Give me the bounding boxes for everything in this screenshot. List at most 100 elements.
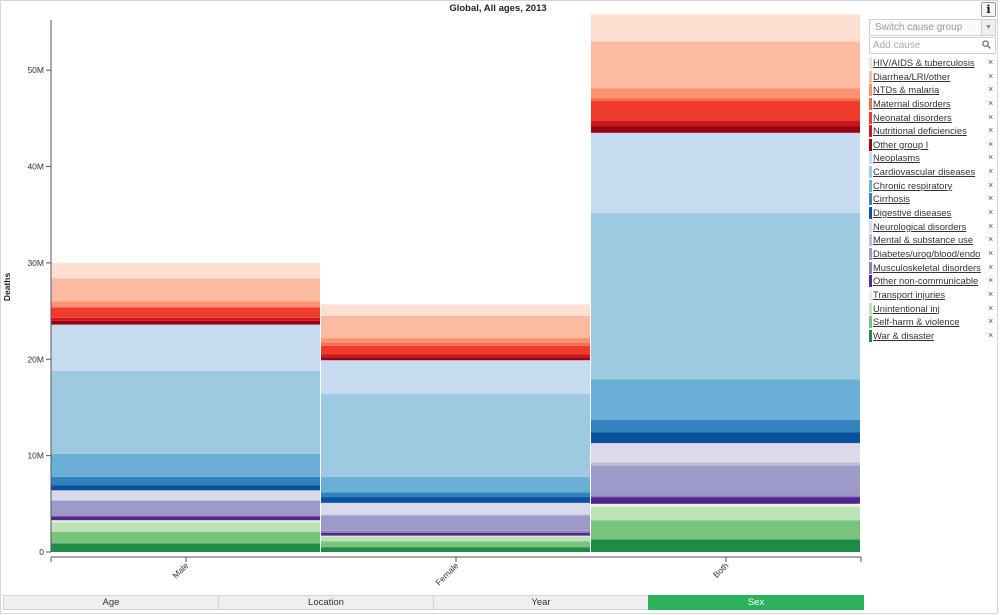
- bar-segment[interactable]: [321, 497, 590, 503]
- bar-segment[interactable]: [591, 88, 860, 99]
- bar-segment[interactable]: [321, 515, 590, 531]
- legend-label[interactable]: Musculoskeletal disorders: [873, 261, 981, 273]
- remove-cause-icon[interactable]: ×: [988, 57, 994, 67]
- bar-segment[interactable]: [321, 342, 590, 346]
- remove-cause-icon[interactable]: ×: [988, 97, 994, 108]
- bar-segment[interactable]: [51, 320, 320, 325]
- remove-cause-icon[interactable]: ×: [988, 84, 994, 95]
- remove-cause-icon[interactable]: ×: [988, 138, 994, 149]
- remove-cause-icon[interactable]: ×: [988, 302, 994, 313]
- bar-segment[interactable]: [321, 514, 590, 516]
- bar-segment[interactable]: [321, 502, 590, 515]
- bar-segment[interactable]: [591, 132, 860, 213]
- legend-item[interactable]: Neonatal disorders ×: [869, 111, 999, 125]
- chevron-down-icon[interactable]: ▼: [981, 20, 995, 35]
- bar-segment[interactable]: [591, 506, 860, 521]
- bar-segment[interactable]: [591, 462, 860, 466]
- bar-segment[interactable]: [591, 126, 860, 133]
- legend-item[interactable]: Nutritional deficiencies ×: [869, 124, 999, 138]
- legend-item[interactable]: Neoplasms ×: [869, 151, 999, 165]
- bar-segment[interactable]: [321, 541, 590, 548]
- legend-label[interactable]: Diabetes/urog/blood/endo: [873, 247, 981, 259]
- bar-segment[interactable]: [51, 262, 320, 279]
- legend-item[interactable]: Other non-communicable ×: [869, 274, 999, 288]
- bar-segment[interactable]: [321, 345, 590, 355]
- remove-cause-icon[interactable]: ×: [988, 152, 994, 163]
- bar-segment[interactable]: [321, 535, 590, 537]
- bar-segment[interactable]: [591, 497, 860, 504]
- remove-cause-icon[interactable]: ×: [988, 288, 994, 299]
- bar-segment[interactable]: [51, 543, 320, 552]
- bar-segment[interactable]: [591, 419, 860, 433]
- legend-item[interactable]: Diarrhea/LRI/other ×: [869, 70, 999, 84]
- legend-label[interactable]: Cirrhosis: [873, 193, 910, 205]
- bar-segment[interactable]: [51, 499, 320, 501]
- bar-segment[interactable]: [591, 120, 860, 127]
- bar-segment[interactable]: [321, 492, 590, 498]
- tab-sex[interactable]: Sex: [648, 595, 864, 610]
- legend-item[interactable]: Diabetes/urog/blood/endo ×: [869, 247, 999, 261]
- legend-label[interactable]: Unintentional inj: [873, 302, 940, 314]
- legend-item[interactable]: Maternal disorders ×: [869, 97, 999, 111]
- search-icon[interactable]: [982, 40, 991, 49]
- remove-cause-icon[interactable]: ×: [988, 179, 994, 190]
- remove-cause-icon[interactable]: ×: [988, 166, 994, 177]
- legend-item[interactable]: Self-harm & violence ×: [869, 315, 999, 329]
- bar-segment[interactable]: [591, 41, 860, 89]
- bar-segment[interactable]: [51, 515, 320, 517]
- legend-label[interactable]: HIV/AIDS & tuberculosis: [873, 57, 975, 68]
- bar-segment[interactable]: [321, 393, 590, 477]
- bar-segment[interactable]: [321, 338, 590, 343]
- bar-segment[interactable]: [591, 443, 860, 463]
- bar-segment[interactable]: [321, 354, 590, 358]
- legend-label[interactable]: Maternal disorders: [873, 97, 951, 109]
- bar-segment[interactable]: [51, 500, 320, 516]
- legend-item[interactable]: HIV/AIDS & tuberculosis ×: [869, 56, 999, 70]
- bar-segment[interactable]: [51, 476, 320, 486]
- tab-year[interactable]: Year: [433, 595, 648, 610]
- bar-segment[interactable]: [591, 101, 860, 121]
- bar-segment[interactable]: [51, 522, 320, 532]
- remove-cause-icon[interactable]: ×: [988, 316, 994, 327]
- bar-segment[interactable]: [51, 520, 320, 523]
- bar-segment[interactable]: [591, 14, 860, 42]
- remove-cause-icon[interactable]: ×: [988, 70, 994, 81]
- remove-cause-icon[interactable]: ×: [988, 247, 994, 258]
- bar-segment[interactable]: [51, 490, 320, 500]
- legend-label[interactable]: Neurological disorders: [873, 220, 967, 232]
- remove-cause-icon[interactable]: ×: [988, 234, 994, 245]
- bar-segment[interactable]: [591, 503, 860, 507]
- bar-segment[interactable]: [51, 531, 320, 544]
- bar-segment[interactable]: [591, 495, 860, 498]
- bar-segment[interactable]: [591, 98, 860, 102]
- legend-label[interactable]: NTDs & malaria: [873, 84, 940, 96]
- bar-segment[interactable]: [51, 278, 320, 302]
- bar-segment[interactable]: [321, 547, 590, 552]
- legend-item[interactable]: Musculoskeletal disorders ×: [869, 261, 999, 275]
- bar-segment[interactable]: [321, 536, 590, 542]
- legend-label[interactable]: Neoplasms: [873, 152, 920, 164]
- bar-segment[interactable]: [51, 370, 320, 454]
- legend-item[interactable]: Transport injuries ×: [869, 288, 999, 302]
- bar-segment[interactable]: [51, 301, 320, 308]
- bar-segment[interactable]: [51, 516, 320, 521]
- tab-location[interactable]: Location: [218, 595, 433, 610]
- bar-segment[interactable]: [51, 317, 320, 321]
- legend-item[interactable]: Unintentional inj ×: [869, 302, 999, 316]
- remove-cause-icon[interactable]: ×: [988, 261, 994, 272]
- bar-segment[interactable]: [321, 360, 590, 394]
- legend-label[interactable]: Neonatal disorders: [873, 111, 952, 123]
- bar-segment[interactable]: [51, 453, 320, 477]
- remove-cause-icon[interactable]: ×: [988, 125, 994, 136]
- bar-segment[interactable]: [51, 307, 320, 318]
- legend-item[interactable]: Cirrhosis ×: [869, 192, 999, 206]
- add-cause-input[interactable]: Add cause: [869, 37, 996, 54]
- bar-segment[interactable]: [591, 432, 860, 444]
- bar-segment[interactable]: [591, 212, 860, 380]
- legend-label[interactable]: Other non-communicable: [873, 275, 979, 287]
- bar-segment[interactable]: [591, 520, 860, 540]
- remove-cause-icon[interactable]: ×: [988, 275, 994, 286]
- legend-label[interactable]: Diarrhea/LRI/other: [873, 70, 951, 82]
- legend-label[interactable]: Digestive diseases: [873, 207, 952, 219]
- legend-label[interactable]: Transport injuries: [873, 288, 946, 300]
